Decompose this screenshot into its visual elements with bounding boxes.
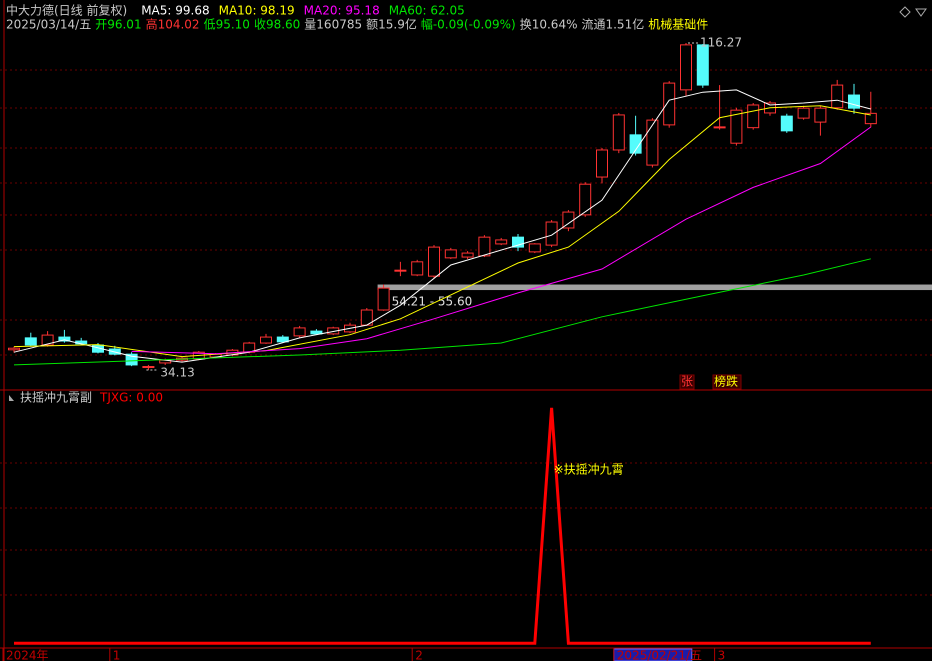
- candle-body: [646, 119, 659, 166]
- quote-info: 流通1.51亿: [581, 17, 644, 32]
- quote-info: 低95.10: [204, 18, 250, 32]
- event-marker-box: [679, 374, 695, 390]
- low-label: 34.13: [160, 365, 194, 379]
- candle-body: [663, 82, 676, 126]
- high-label: 116.27: [700, 36, 742, 50]
- candle-body: [428, 246, 440, 277]
- quote-info: 额15.9亿: [366, 17, 417, 32]
- candle-body: [528, 243, 541, 253]
- candle-body: [444, 249, 457, 259]
- candle-body: [512, 236, 524, 248]
- event-marker: 张: [681, 375, 693, 389]
- candle-body: [612, 114, 625, 151]
- ma-legend: MA60: 62.05: [389, 4, 465, 18]
- quote-info: 机械基础件: [648, 17, 708, 32]
- candle-body: [579, 183, 592, 216]
- quote-info: 收98.60: [254, 18, 300, 32]
- candle-body: [780, 115, 793, 132]
- ma-legend: MA10: 98.19: [219, 4, 295, 18]
- settings-icon[interactable]: [899, 6, 911, 18]
- candle-body: [747, 104, 760, 129]
- candle-body: [310, 330, 323, 335]
- candle-body: [411, 261, 424, 276]
- indicator-line: [14, 407, 871, 645]
- ma-legend: MA5: 99.68: [141, 4, 209, 18]
- ma-line: [13, 89, 871, 363]
- quote-info: 换10.64%: [520, 18, 578, 32]
- candle-body: [848, 94, 860, 109]
- candle-body: [24, 337, 37, 346]
- ma-line: [13, 258, 871, 366]
- candle-body: [276, 336, 289, 343]
- x-tick-label: 1: [113, 649, 121, 661]
- candle-body: [495, 239, 508, 245]
- quote-info: 幅-0.09(-0.09%): [421, 17, 516, 32]
- candle-body: [8, 347, 20, 351]
- quote-info: 2025/03/14/五: [6, 18, 91, 32]
- candle-body: [629, 134, 642, 154]
- price-grid: [0, 69, 932, 596]
- ma-legend: MA20: 95.18: [304, 4, 380, 18]
- candle-body: [545, 221, 558, 246]
- panel-toggle[interactable]: [9, 395, 14, 401]
- candle-body: [293, 327, 306, 337]
- chart-title: 中大力德(日线 前复权): [6, 3, 127, 18]
- x-tick-label: 2024年: [6, 649, 49, 661]
- indicator-annotation: ※扶摇冲九霄: [554, 462, 624, 477]
- event-marker: 榜跌: [714, 374, 738, 389]
- candle-body: [58, 336, 71, 342]
- quote-info: 开96.01: [95, 18, 141, 32]
- candle-body: [680, 44, 692, 91]
- menu-icon[interactable]: [915, 8, 927, 17]
- x-tick-label: 2025/02/21/五: [617, 649, 702, 661]
- candle-body: [142, 366, 155, 369]
- x-tick-label: 3: [718, 649, 726, 661]
- zone-label: 54.21 - 55.60: [392, 295, 473, 309]
- price-zone: [377, 284, 932, 291]
- candle-body: [713, 126, 726, 129]
- quote-info: 量160785: [304, 18, 362, 32]
- candle-body: [797, 107, 810, 119]
- event-marker-box: [712, 374, 742, 390]
- quote-info: 高104.02: [146, 17, 200, 32]
- candle-body: [41, 334, 54, 346]
- candle-body: [864, 112, 877, 125]
- candle-body: [394, 269, 407, 272]
- candle-body: [260, 336, 272, 344]
- candle-body: [831, 84, 844, 109]
- indicator-legend: TJXG: 0.00: [99, 391, 163, 405]
- candle-body: [596, 149, 608, 178]
- candle-body: [461, 252, 474, 258]
- candle-body: [814, 107, 827, 123]
- candle-body: [730, 109, 743, 144]
- candle-body: [377, 287, 390, 311]
- candle-body: [478, 236, 491, 257]
- ma-line: [131, 126, 872, 355]
- ma-line: [13, 105, 871, 358]
- candle-body: [696, 44, 709, 86]
- candle-body: [125, 353, 138, 366]
- x-tick-label: 2: [415, 649, 423, 661]
- indicator-title: 扶摇冲九霄副: [20, 390, 92, 405]
